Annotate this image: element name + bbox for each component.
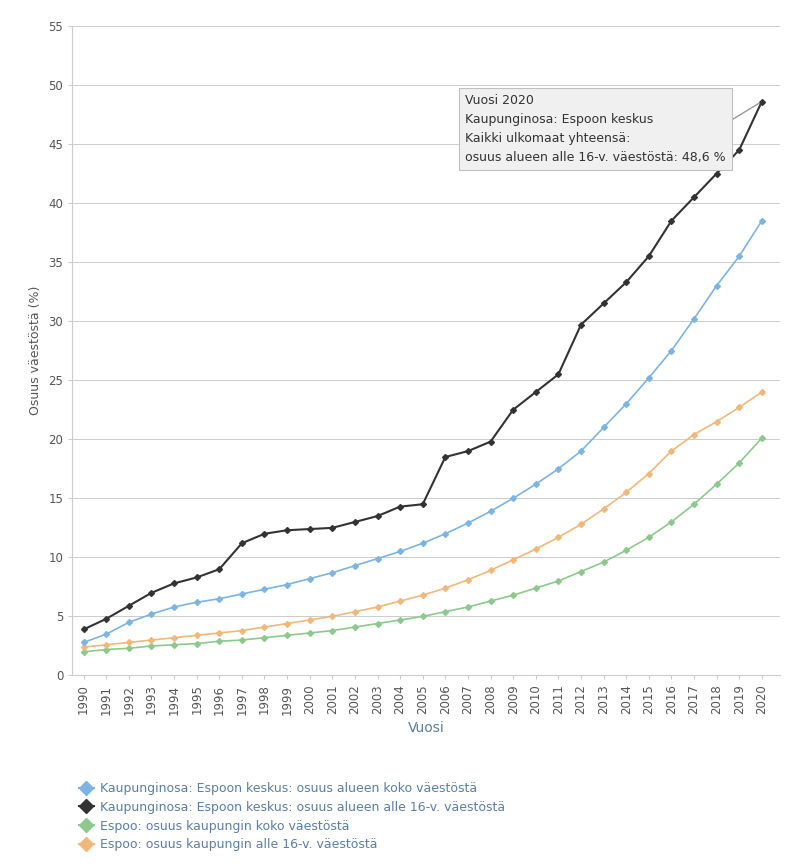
X-axis label: Vuosi: Vuosi <box>407 721 444 735</box>
Text: Vuosi 2020
Kaupunginosa: Espoon keskus
Kaikki ulkomaat yhteensä:
osuus alueen al: Vuosi 2020 Kaupunginosa: Espoon keskus K… <box>464 94 725 165</box>
Legend: Kaupunginosa: Espoon keskus: osuus alueen koko väestöstä, Kaupunginosa: Espoon k: Kaupunginosa: Espoon keskus: osuus aluee… <box>79 782 504 851</box>
Y-axis label: Osuus väestöstä (%): Osuus väestöstä (%) <box>28 286 42 416</box>
